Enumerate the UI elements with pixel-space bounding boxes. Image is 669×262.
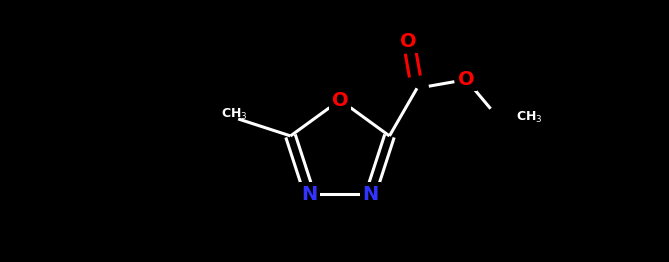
Text: N: N [363, 184, 379, 204]
Text: N: N [301, 184, 318, 204]
Text: O: O [332, 90, 349, 110]
Text: CH$_3$: CH$_3$ [221, 107, 248, 123]
Text: O: O [400, 31, 417, 51]
Text: O: O [458, 70, 474, 89]
Text: CH$_3$: CH$_3$ [516, 110, 543, 125]
